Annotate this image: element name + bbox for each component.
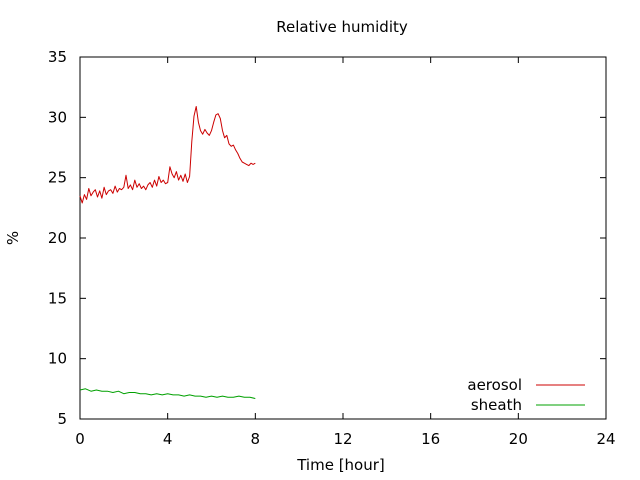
- x-tick-label: 20: [509, 430, 528, 448]
- x-axis-label: Time [hour]: [296, 456, 385, 474]
- x-tick-label: 0: [75, 430, 85, 448]
- x-tick-label: 8: [251, 430, 261, 448]
- series-group: [79, 106, 256, 399]
- chart-title: Relative humidity: [276, 18, 408, 36]
- axes: 0 4 8 12 16 20 24 5 10 15 20 25 30 35: [48, 48, 616, 448]
- y-tick-label: 5: [57, 410, 67, 428]
- y-tick-label: 35: [48, 48, 67, 66]
- x-tick-label: 16: [421, 430, 440, 448]
- x-tick-label: 24: [596, 430, 615, 448]
- x-tick-label: 12: [333, 430, 352, 448]
- x-tick-label: 4: [163, 430, 173, 448]
- y-tick-label: 25: [48, 169, 67, 187]
- y-tick-label: 30: [48, 108, 67, 126]
- y-tick-label: 15: [48, 289, 67, 307]
- y-axis-label: %: [4, 231, 22, 245]
- y-tick-label: 20: [48, 229, 67, 247]
- y-tick-label: 10: [48, 350, 67, 368]
- plot-frame: [79, 56, 607, 420]
- legend-label-sheath: sheath: [471, 396, 522, 414]
- legend: aerosol sheath: [467, 376, 585, 414]
- legend-label-aerosol: aerosol: [467, 376, 522, 394]
- series-line-sheath: [79, 388, 256, 399]
- series-line-aerosol: [79, 106, 256, 204]
